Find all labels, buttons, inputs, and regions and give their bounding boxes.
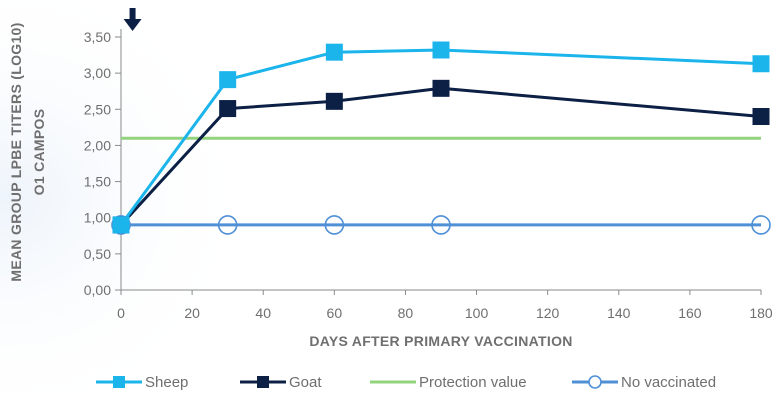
y-axis-ticks: 0,00 0,50 1,00 1,50 2,00 2,50 3,00 3,50: [84, 29, 121, 298]
data-point-square: [325, 92, 343, 110]
x-tick-label: 0: [117, 305, 125, 321]
y-tick-label: 3,00: [84, 65, 111, 81]
data-point-circle: [751, 215, 771, 235]
data-point-square: [432, 41, 450, 59]
x-tick-label: 60: [327, 305, 343, 321]
x-axis-ticks: 0 20 40 60 80 100 120 140 160 180: [117, 290, 773, 321]
series-sheep: [112, 41, 770, 234]
legend-label: No vaccinated: [621, 374, 716, 391]
y-tick-label: 2,00: [84, 137, 111, 153]
legend-marker-square: [113, 376, 125, 388]
y-axis-title-line-2: O1 CAMPOS: [31, 109, 47, 196]
y-tick-label: 0,00: [84, 282, 111, 298]
x-tick-label: 20: [184, 305, 200, 321]
background-glow: [0, 0, 420, 396]
legend: Sheep Goat Protection value No vaccinated: [96, 374, 716, 391]
y-tick-label: 2,50: [84, 101, 111, 117]
x-tick-label: 80: [398, 305, 414, 321]
legend-label: Protection value: [419, 374, 527, 391]
x-tick-label: 40: [255, 305, 271, 321]
data-point-square: [752, 55, 770, 73]
legend-item-no-vaccinated: No vaccinated: [572, 374, 716, 391]
data-point-circle: [324, 215, 345, 235]
legend-marker-square: [257, 376, 269, 388]
x-tick-label: 180: [749, 305, 773, 321]
data-point-circle: [217, 215, 238, 235]
down-arrow-icon: [123, 8, 142, 31]
x-axis-title: DAYS AFTER PRIMARY VACCINATION: [309, 333, 572, 349]
x-tick-label: 100: [465, 305, 489, 321]
data-point-square: [112, 216, 130, 234]
data-point-square: [752, 108, 770, 126]
legend-marker-circle: [588, 375, 602, 389]
down-arrow-head: [123, 19, 142, 31]
y-tick-label: 1,50: [84, 174, 111, 190]
data-point-square: [325, 43, 343, 61]
data-point-square: [219, 71, 237, 89]
legend-item-protection-value: Protection value: [370, 374, 527, 391]
x-tick-label: 160: [678, 305, 702, 321]
down-arrow-shaft: [129, 8, 136, 21]
series-layer: [111, 41, 771, 235]
x-tick-label: 140: [607, 305, 631, 321]
y-tick-label: 3,50: [84, 29, 111, 45]
data-point-circle: [111, 215, 131, 235]
y-axis-title-line-1: MEAN GROUP LPBE TITERS (LOG10): [8, 22, 24, 281]
y-tick-label: 0,50: [84, 246, 111, 262]
data-point-circle: [431, 215, 451, 235]
legend-label: Sheep: [145, 374, 188, 391]
series-no-vaccinated: [111, 215, 771, 235]
y-tick-label: 1,00: [84, 210, 111, 226]
x-tick-label: 120: [536, 305, 560, 321]
data-point-square: [219, 100, 237, 118]
legend-item-goat: Goat: [240, 374, 322, 391]
axes: [120, 29, 761, 291]
data-point-square: [432, 79, 450, 97]
legend-item-sheep: Sheep: [96, 374, 188, 391]
y-axis-title: MEAN GROUP LPBE TITERS (LOG10) O1 CAMPOS: [8, 22, 47, 281]
legend-label: Goat: [289, 374, 322, 391]
